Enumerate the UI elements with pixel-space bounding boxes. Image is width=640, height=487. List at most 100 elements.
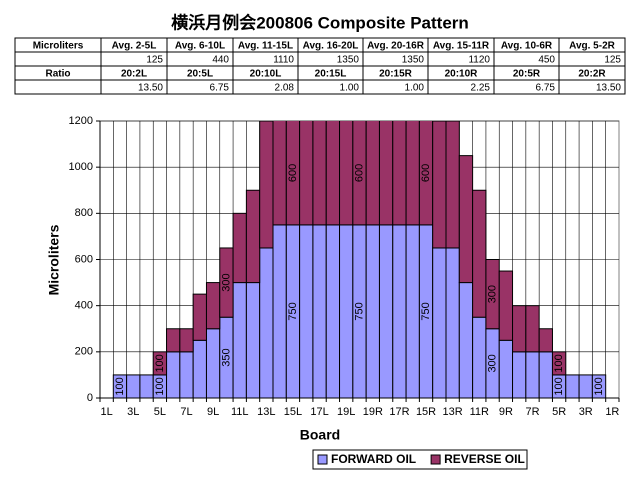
table-value: 6.75	[210, 83, 230, 94]
table-header: Avg. 5-2R	[569, 41, 616, 52]
bar-segment	[339, 224, 354, 398]
x-tick-label: 19L	[337, 406, 355, 418]
bar-segment	[312, 224, 327, 398]
bar-segment	[192, 293, 207, 341]
x-tick-label: 1R	[605, 406, 619, 418]
bar-segment	[538, 351, 553, 398]
bar-segment	[245, 189, 261, 284]
table-value: 450	[538, 55, 555, 66]
bar-segment	[365, 121, 380, 226]
table-header: Avg. 2-5L	[112, 41, 157, 52]
y-axis-label: Microliters	[46, 224, 62, 295]
value-label: 300	[486, 285, 498, 303]
y-tick-label: 1200	[69, 115, 93, 127]
x-tick-label: 5R	[552, 406, 566, 418]
value-label: 300	[220, 273, 232, 291]
table-value: 6.75	[536, 83, 556, 94]
table-value: 1350	[402, 55, 425, 66]
bar-segment	[472, 316, 487, 398]
bar-segment	[179, 328, 194, 353]
x-tick-label: 11R	[470, 406, 489, 418]
x-tick-label: 13R	[443, 406, 463, 418]
table-cell	[558, 79, 626, 95]
bar-segment	[525, 305, 540, 353]
bar-segment	[512, 305, 527, 353]
bar-segment	[152, 351, 168, 376]
bar-segment	[432, 247, 447, 398]
value-label: 350	[220, 348, 232, 366]
bar-segment	[205, 328, 221, 398]
bar-segment	[166, 328, 181, 353]
x-tick-label: 3R	[579, 406, 593, 418]
bar-segment	[139, 374, 154, 398]
bar-segment	[259, 121, 274, 249]
bar-segment	[259, 247, 274, 398]
table-value: 1350	[337, 55, 360, 66]
value-label: 100	[553, 377, 565, 395]
table-value: 1.00	[340, 83, 360, 94]
value-label: 750	[353, 302, 365, 320]
y-tick-label: 0	[87, 392, 93, 404]
x-tick-label: 7L	[180, 406, 192, 418]
bar-segment	[166, 351, 181, 398]
x-tick-label: 13L	[257, 406, 275, 418]
y-tick-label: 1000	[69, 161, 93, 173]
table-cell	[14, 51, 102, 67]
legend-label: REVERSE OIL	[444, 452, 525, 466]
x-tick-label: 15R	[416, 406, 436, 418]
legend-swatch	[317, 454, 328, 465]
bar-segment	[578, 374, 593, 398]
legend-swatch	[430, 454, 441, 465]
bar-segment	[299, 121, 314, 226]
x-tick-label: 17R	[389, 406, 409, 418]
value-label: 100	[154, 354, 166, 372]
legend-label: FORWARD OIL	[331, 452, 416, 466]
bar-segment	[458, 155, 474, 284]
table-header: 20:15R	[379, 69, 413, 80]
table-header: Avg. 20-16R	[367, 41, 425, 52]
table-value: 440	[212, 55, 229, 66]
bar-segment	[299, 224, 314, 398]
bar-segment	[312, 121, 327, 226]
table-header: 20:5R	[513, 69, 541, 80]
bar-segment	[405, 121, 420, 226]
table-header: 20:15L	[315, 69, 347, 80]
x-tick-label: 3L	[127, 406, 139, 418]
bar-segment	[472, 189, 487, 318]
table-value: 13.50	[138, 83, 163, 94]
table-header: 20:2R	[578, 69, 606, 80]
x-tick-label: 9R	[499, 406, 513, 418]
table-value: 125	[146, 55, 163, 66]
bar-segment	[432, 121, 447, 249]
x-tick-label: 19R	[363, 406, 383, 418]
value-label: 100	[114, 377, 126, 395]
table-value: 13.50	[596, 83, 621, 94]
bar-segment	[392, 121, 407, 226]
y-tick-label: 600	[75, 253, 93, 265]
table-header: Ratio	[46, 69, 71, 80]
bar-segment	[512, 351, 527, 398]
bar-segment	[352, 121, 367, 226]
table-header: 20:10R	[445, 69, 479, 80]
value-label: 750	[287, 302, 299, 320]
bar-segment	[458, 282, 474, 398]
table-header: Avg. 6-10L	[175, 41, 225, 52]
bar-segment	[378, 121, 394, 226]
table-value: 125	[604, 55, 621, 66]
table-header: 20:10L	[250, 69, 282, 80]
y-tick-label: 800	[75, 207, 93, 219]
value-label: 100	[154, 377, 166, 395]
table-header: Avg. 10-6R	[501, 41, 553, 52]
bar-segment	[418, 121, 434, 226]
bar-segment	[405, 224, 420, 398]
bar-segment	[365, 224, 380, 398]
legend-box	[312, 449, 528, 470]
table-header: Avg. 16-20L	[303, 41, 359, 52]
bar-segment	[285, 121, 301, 226]
table-header: Microliters	[33, 41, 84, 52]
bar-segment	[445, 121, 460, 249]
bar-segment	[325, 121, 341, 226]
value-label: 600	[287, 164, 299, 182]
bar-segment	[205, 282, 221, 330]
